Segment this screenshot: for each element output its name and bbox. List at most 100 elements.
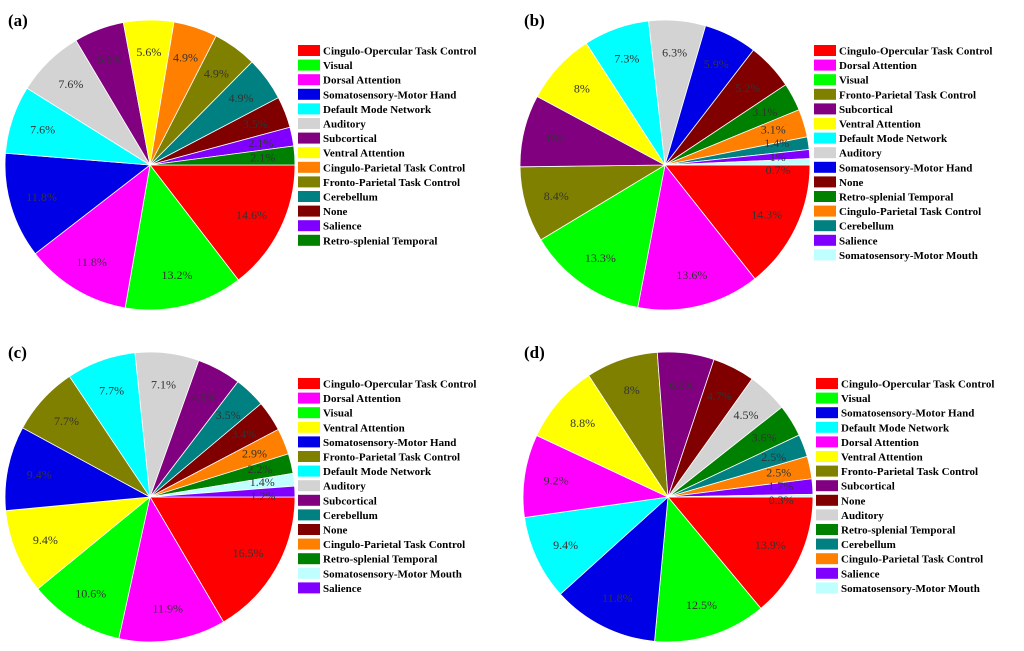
legend-swatch <box>298 234 320 246</box>
legend-item: Default Mode Network <box>814 132 948 145</box>
legend-label: Default Mode Network <box>839 133 948 145</box>
legend-item: Cingulo-Parietal Task Control <box>814 205 981 218</box>
legend-item: Subcortical <box>298 132 377 145</box>
slice-label: 1.4% <box>250 475 275 489</box>
legend-label: Retro-splenial Temporal <box>323 235 437 247</box>
legend-label: Cingulo-Parietal Task Control <box>323 162 465 174</box>
pie-slice <box>667 496 814 609</box>
slice-label: 3.4% <box>231 427 256 441</box>
legend-label: None <box>839 177 864 189</box>
legend-swatch <box>816 465 838 477</box>
slice-label: 13.3% <box>585 251 616 265</box>
legend-item: Cerebellum <box>816 538 896 551</box>
legend-label: Salience <box>323 583 362 595</box>
legend-swatch <box>816 553 838 565</box>
slice-label: 9.4% <box>27 467 52 481</box>
legend-label: Somatosensory-Motor Mouth <box>323 568 462 580</box>
legend-item: Cingulo-Parietal Task Control <box>298 161 465 174</box>
slice-label: 4.5% <box>733 408 758 422</box>
legend: Cingulo-Opercular Task Control Visual Dors… <box>298 45 476 247</box>
legend-swatch <box>814 74 836 86</box>
legend-label: Somatosensory-Motor Hand <box>839 162 972 174</box>
legend-swatch <box>814 220 836 232</box>
legend-swatch <box>298 538 320 550</box>
legend-label: Ventral Attention <box>839 119 921 131</box>
legend-label: Visual <box>839 75 869 87</box>
slice-label: 1% <box>770 150 786 164</box>
legend-label: Cerebellum <box>323 510 378 522</box>
legend-item: Salience <box>814 234 878 247</box>
legend-item: Ventral Attention <box>814 118 921 131</box>
slice-label: 16.5% <box>233 546 264 560</box>
legend-label: Cerebellum <box>841 539 896 551</box>
slice-label: 1.7% <box>768 479 793 493</box>
slice-label: 7.6% <box>58 77 83 91</box>
legend-item: None <box>814 176 864 189</box>
slice-label: 5.9% <box>704 57 729 71</box>
slice-label: 6.3% <box>670 378 695 392</box>
legend-swatch <box>298 191 320 202</box>
pie-slice <box>34 164 151 309</box>
pie-slice <box>124 164 239 311</box>
pie-slice <box>149 145 296 166</box>
legend-swatch <box>298 176 320 188</box>
legend-swatch <box>298 567 320 579</box>
legend-swatch <box>816 421 838 433</box>
slice-label: 7.1% <box>151 378 176 392</box>
panel-label: (a) <box>8 11 28 30</box>
legend-item: Auditory <box>814 147 882 160</box>
slice-label: 5.6% <box>98 52 123 66</box>
pie-slice <box>4 427 152 512</box>
legend-swatch <box>298 553 320 565</box>
pie-slice <box>149 485 296 498</box>
legend-item: Default Mode Network <box>298 465 432 478</box>
slice-label: 11.8% <box>26 190 57 204</box>
slice-label: 2.2% <box>248 462 273 476</box>
slice-label: 8% <box>624 383 640 397</box>
legend-swatch <box>298 494 320 506</box>
legend-swatch <box>298 421 320 433</box>
legend-swatch <box>298 480 320 492</box>
pie-slice <box>524 496 670 595</box>
panel-label: (d) <box>524 343 545 362</box>
legend-label: Somatosensory-Motor Hand <box>323 437 456 449</box>
legend-item: Cingulo-Opercular Task Control <box>298 378 476 391</box>
pie-slice <box>664 164 811 280</box>
legend-label: None <box>323 525 348 537</box>
legend: Cingulo-Opercular Task Control Visual Soma… <box>816 378 994 595</box>
slice-label: 14.6% <box>236 208 267 222</box>
legend-item: Dorsal Attention <box>298 74 401 87</box>
legend-swatch <box>298 524 320 535</box>
legend-item: Somatosensory-Motor Mouth <box>816 582 980 595</box>
legend-swatch <box>814 103 836 115</box>
legend-item: Fronto-Parietal Task Control <box>298 451 460 464</box>
slice-label: 8.8% <box>570 416 595 430</box>
legend-swatch <box>298 465 320 477</box>
legend-swatch <box>816 509 838 521</box>
panel-label: (c) <box>8 343 27 362</box>
slice-label: 2.5% <box>761 450 786 464</box>
legend-item: None <box>816 494 866 507</box>
legend-label: Somatosensory-Motor Mouth <box>839 250 978 262</box>
panel-label: (b) <box>524 11 545 30</box>
legend-swatch <box>816 480 838 492</box>
legend-swatch <box>816 436 838 448</box>
legend-label: Cingulo-Opercular Task Control <box>323 46 476 58</box>
legend-swatch <box>814 176 836 188</box>
legend-label: Fronto-Parietal Task Control <box>841 466 978 478</box>
legend-label: Default Mode Network <box>323 466 432 478</box>
legend-swatch <box>816 567 838 579</box>
pie-slice <box>522 434 670 518</box>
slice-label: 9.4% <box>33 533 58 547</box>
slice-label: 1.2% <box>251 489 276 503</box>
legend-label: Cingulo-Opercular Task Control <box>841 379 994 391</box>
legend-swatch <box>814 249 836 261</box>
legend-label: Ventral Attention <box>323 422 405 434</box>
legend-swatch <box>814 59 836 71</box>
legend: Cingulo-Opercular Task Control Dorsal Att… <box>298 378 476 595</box>
slice-label: 5.6% <box>136 45 161 59</box>
legend-label: Subcortical <box>839 104 893 116</box>
slice-label: 10.6% <box>75 586 106 600</box>
slice-label: 8% <box>574 81 590 95</box>
